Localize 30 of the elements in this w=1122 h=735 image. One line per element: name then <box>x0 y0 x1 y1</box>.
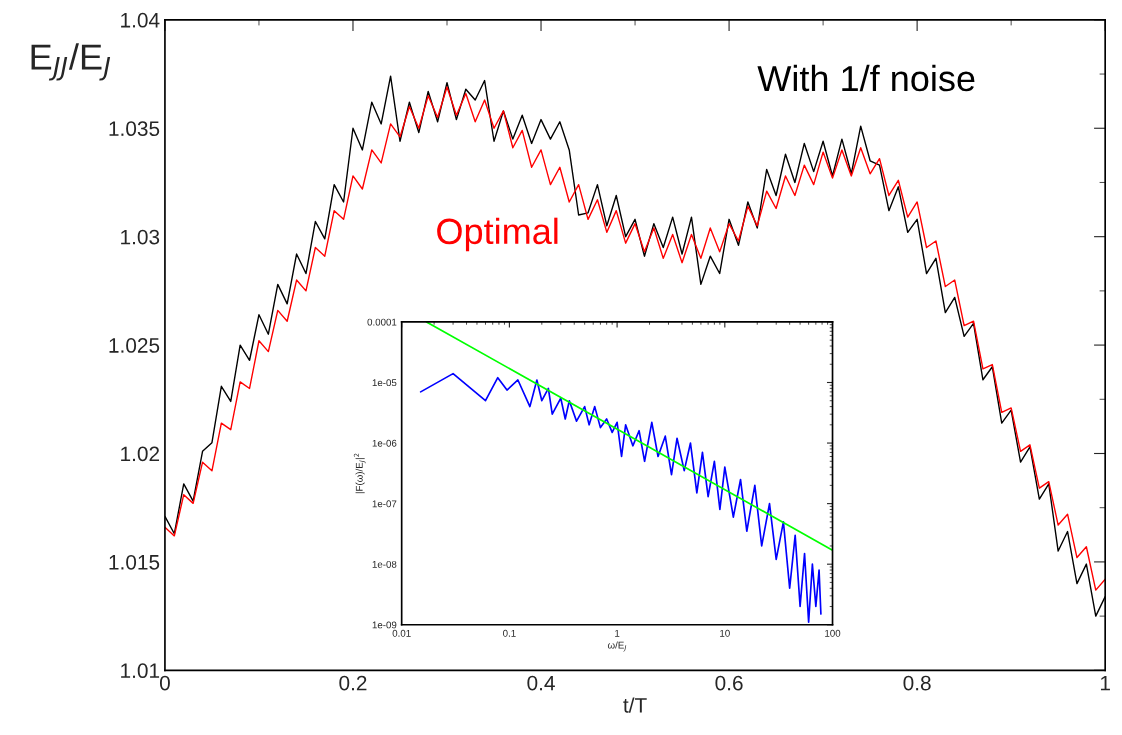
y-tick-label: 1.01 <box>121 663 160 679</box>
series-label: Optimal <box>437 217 558 252</box>
x-axis-title: ω/E$_{J}$ <box>607 641 627 652</box>
y-tick-label: 1e-05 <box>372 379 397 387</box>
x-tick-label: 0.1 <box>503 629 516 637</box>
y-tick-label: 1e-08 <box>372 560 397 568</box>
x-tick-label: 0.2 <box>339 675 367 691</box>
y-axis-title: |F(ω)/E$_{J}$|$^{2}$ <box>353 453 366 494</box>
y-tick-label: 1.02 <box>121 446 160 462</box>
y-tick-label: 1.025 <box>109 338 160 353</box>
x-tick-label: 0 <box>159 675 170 691</box>
y-tick-label: 1.03 <box>121 229 160 245</box>
x-tick-label: 1 <box>1100 675 1110 691</box>
x-tick-label: 0.6 <box>715 675 743 691</box>
y-tick-label: 1.015 <box>109 554 160 570</box>
y-tick-label: 0.0001 <box>367 318 397 326</box>
x-axis-title: t/T <box>623 697 647 713</box>
x-tick-label: 10 <box>720 629 730 637</box>
series-label: With 1/f noise <box>757 64 975 92</box>
y-axis-title: E$_{JJ}$/E$_{J}$ <box>31 43 111 81</box>
x-tick-label: 0.4 <box>527 675 555 691</box>
x-tick-label: 0.01 <box>392 629 411 637</box>
y-tick-label: 1e-06 <box>372 439 397 447</box>
x-tick-label: 1 <box>615 629 620 637</box>
y-tick-label: 1e-09 <box>372 621 397 629</box>
x-tick-label: 0.8 <box>903 675 931 691</box>
y-tick-label: 1e-07 <box>372 500 397 508</box>
y-tick-label: 1.035 <box>109 121 160 137</box>
y-tick-label: 1.04 <box>121 12 160 28</box>
x-tick-label: 100 <box>825 629 841 637</box>
